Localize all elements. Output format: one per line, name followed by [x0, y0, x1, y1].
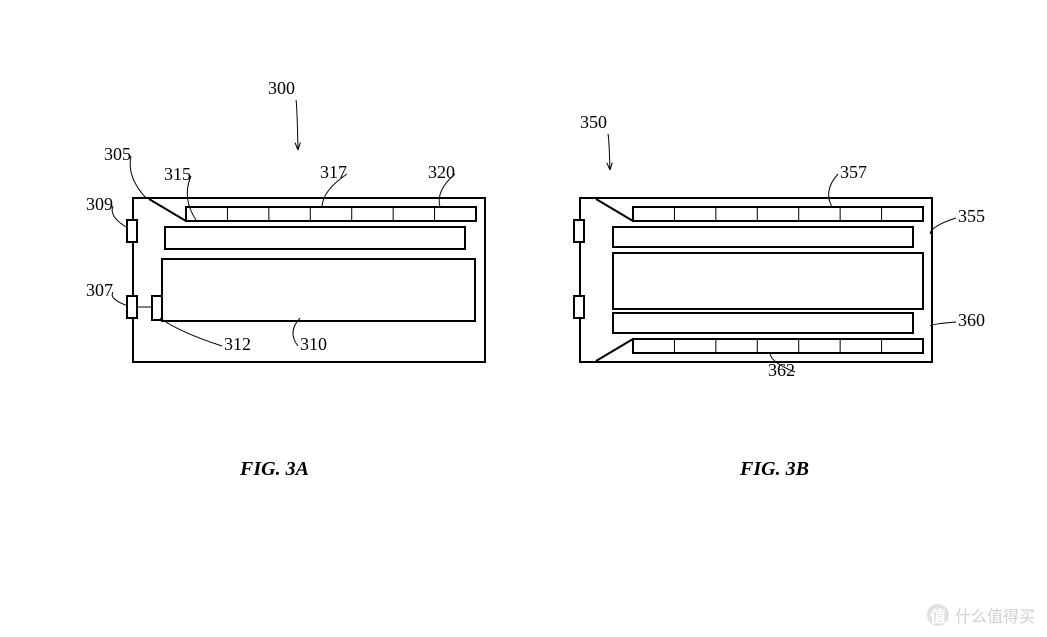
ref-315: 315	[164, 164, 191, 184]
ref-305: 305	[104, 144, 131, 164]
svg-text:300: 300	[268, 78, 295, 98]
ref-320: 320	[428, 162, 455, 182]
svg-text:350: 350	[580, 112, 607, 132]
watermark-logo-icon: 值	[927, 604, 949, 626]
watermark-text: 什么值得买	[955, 603, 1035, 627]
ref-310: 310	[300, 334, 327, 354]
ref-312: 312	[224, 334, 251, 354]
patent-figure-svg: 3003053073093103123153173203503553573603…	[0, 0, 1047, 637]
ref-307: 307	[86, 280, 113, 300]
caption-fig3b: FIG. 3B	[740, 458, 809, 481]
ref-317: 317	[320, 162, 347, 182]
caption-fig3a: FIG. 3A	[240, 458, 309, 481]
watermark: 值 什么值得买	[927, 603, 1035, 627]
ref-357: 357	[840, 162, 867, 182]
ref-309: 309	[86, 194, 113, 214]
ref-355: 355	[958, 206, 985, 226]
ref-360: 360	[958, 310, 985, 330]
